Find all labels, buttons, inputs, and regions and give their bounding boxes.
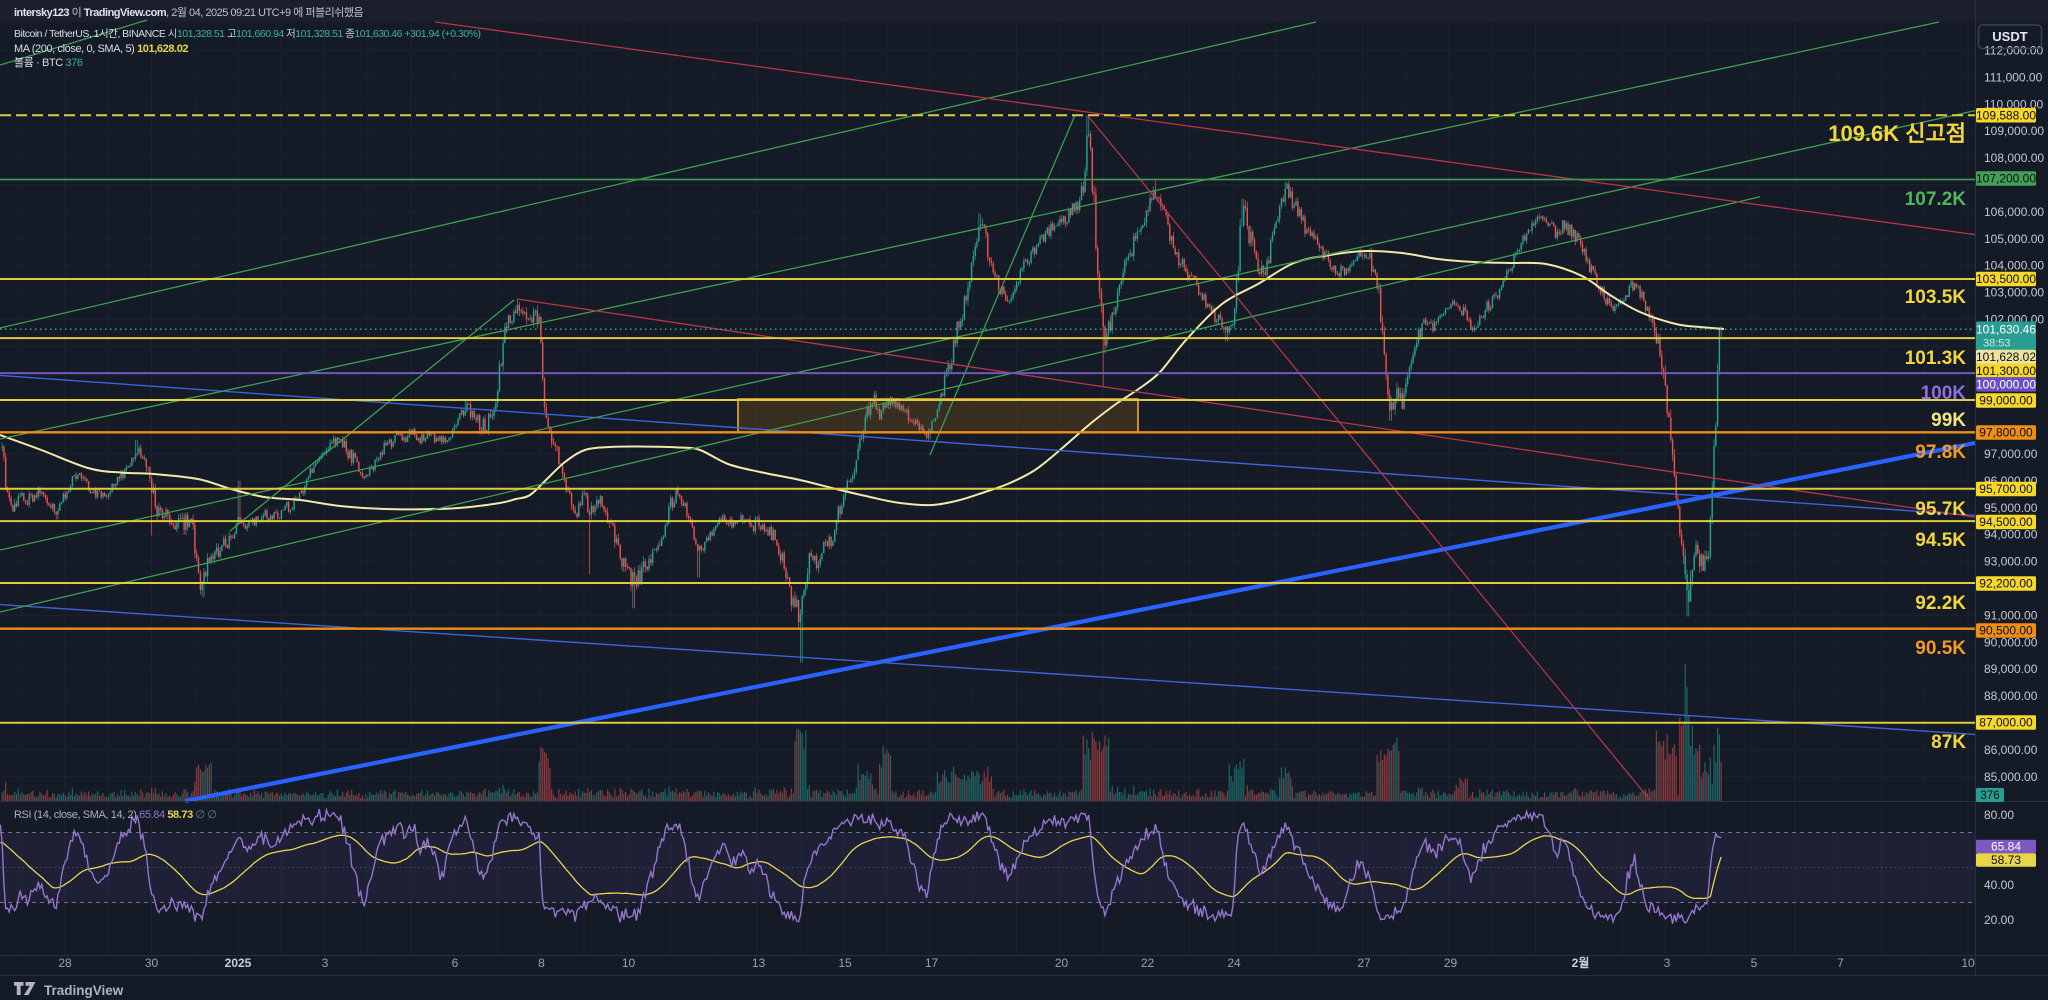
svg-text:100K: 100K [1921,383,1967,404]
svg-text:90,500.00: 90,500.00 [1979,624,2033,638]
svg-text:TradingView: TradingView [44,983,124,998]
svg-text:112,000.00: 112,000.00 [1984,44,2043,58]
svg-text:91,000.00: 91,000.00 [1984,608,2038,622]
svg-text:Bitcoin / TetherUS, 1시간, BINAN: Bitcoin / TetherUS, 1시간, BINANCE 시101,32… [14,28,480,40]
svg-text:10: 10 [1961,956,1975,970]
svg-text:93,000.00: 93,000.00 [1984,555,2038,569]
svg-text:101,300.00: 101,300.00 [1976,364,2036,378]
svg-text:110,000.00: 110,000.00 [1984,97,2043,111]
svg-text:90,000.00: 90,000.00 [1984,635,2038,649]
svg-text:99K: 99K [1931,410,1966,431]
svg-text:89,000.00: 89,000.00 [1984,662,2038,676]
svg-text:MA (200, close, 0, SMA, 5) 10: MA (200, close, 0, SMA, 5) 101,628.02 [14,43,188,55]
svg-text:101,628.02: 101,628.02 [1976,350,2036,364]
svg-text:104,000.00: 104,000.00 [1984,259,2044,273]
svg-text:27: 27 [1357,956,1371,970]
svg-text:109,000.00: 109,000.00 [1984,124,2044,138]
svg-text:100,000.00: 100,000.00 [1976,378,2036,392]
svg-text:3: 3 [322,956,329,970]
svg-text:30: 30 [145,956,159,970]
svg-text:97,000.00: 97,000.00 [1984,447,2038,461]
svg-text:97,800.00: 97,800.00 [1979,426,2033,440]
svg-text:101,630.46: 101,630.46 [1976,323,2036,337]
svg-text:86,000.00: 86,000.00 [1984,743,2038,757]
svg-text:109.6K 신고점: 109.6K 신고점 [1828,121,1966,146]
svg-text:88,000.00: 88,000.00 [1984,689,2038,703]
svg-text:10: 10 [622,956,636,970]
svg-text:92.2K: 92.2K [1915,593,1966,614]
svg-text:볼륨 · BTC 376: 볼륨 · BTC 376 [14,56,83,69]
svg-text:85,000.00: 85,000.00 [1984,770,2038,784]
svg-text:103,500.00: 103,500.00 [1976,272,2036,286]
svg-text:95,000.00: 95,000.00 [1984,501,2038,515]
svg-text:22: 22 [1141,956,1155,970]
svg-text:6: 6 [452,956,459,970]
svg-text:94.5K: 94.5K [1915,530,1966,551]
svg-text:103.5K: 103.5K [1905,287,1967,308]
svg-text:106,000.00: 106,000.00 [1984,205,2044,219]
svg-text:17: 17 [925,956,939,970]
svg-text:107.2K: 107.2K [1905,189,1967,210]
svg-text:87,000.00: 87,000.00 [1979,716,2033,730]
svg-text:RSI (14, close, SMA, 14, 2) 65: RSI (14, close, SMA, 14, 2) 65.84 58.73 … [14,809,217,821]
svg-text:38:53: 38:53 [1983,338,2011,350]
svg-text:24: 24 [1227,956,1241,970]
svg-text:29: 29 [1444,956,1458,970]
svg-text:20.00: 20.00 [1984,913,2014,927]
svg-text:28: 28 [58,956,72,970]
svg-text:90.5K: 90.5K [1915,638,1966,659]
svg-text:94,500.00: 94,500.00 [1979,515,2033,529]
svg-text:58.73: 58.73 [1991,853,2021,867]
svg-text:5: 5 [1751,956,1758,970]
svg-text:2월: 2월 [1572,955,1590,970]
svg-text:15: 15 [838,956,852,970]
svg-text:92,200.00: 92,200.00 [1979,577,2033,591]
svg-text:2025: 2025 [225,956,252,970]
svg-text:40.00: 40.00 [1984,878,2014,892]
svg-text:USDT: USDT [1992,29,2027,44]
svg-text:87K: 87K [1931,732,1966,753]
svg-text:65.84: 65.84 [1991,840,2021,854]
svg-text:99,000.00: 99,000.00 [1979,394,2033,408]
svg-text:95.7K: 95.7K [1915,499,1966,520]
svg-text:105,000.00: 105,000.00 [1984,232,2044,246]
svg-text:13: 13 [752,956,766,970]
svg-text:111,000.00: 111,000.00 [1984,70,2043,84]
svg-text:108,000.00: 108,000.00 [1984,151,2044,165]
svg-text:94,000.00: 94,000.00 [1984,528,2038,542]
svg-text:101.3K: 101.3K [1905,348,1967,369]
svg-text:97.8K: 97.8K [1915,442,1966,463]
svg-text:103,000.00: 103,000.00 [1984,286,2044,300]
svg-text:376: 376 [1980,790,1999,802]
svg-text:107,200.00: 107,200.00 [1976,172,2036,186]
svg-text:20: 20 [1055,956,1069,970]
svg-text:intersky123 이 TradingView.com,: intersky123 이 TradingView.com, 2월 04, 20… [14,6,363,19]
svg-text:7: 7 [1837,956,1844,970]
svg-text:8: 8 [538,956,545,970]
svg-text:95,700.00: 95,700.00 [1979,482,2033,496]
svg-text:80.00: 80.00 [1984,808,2014,822]
svg-text:3: 3 [1664,956,1671,970]
svg-text:109,588.00: 109,588.00 [1976,109,2036,123]
